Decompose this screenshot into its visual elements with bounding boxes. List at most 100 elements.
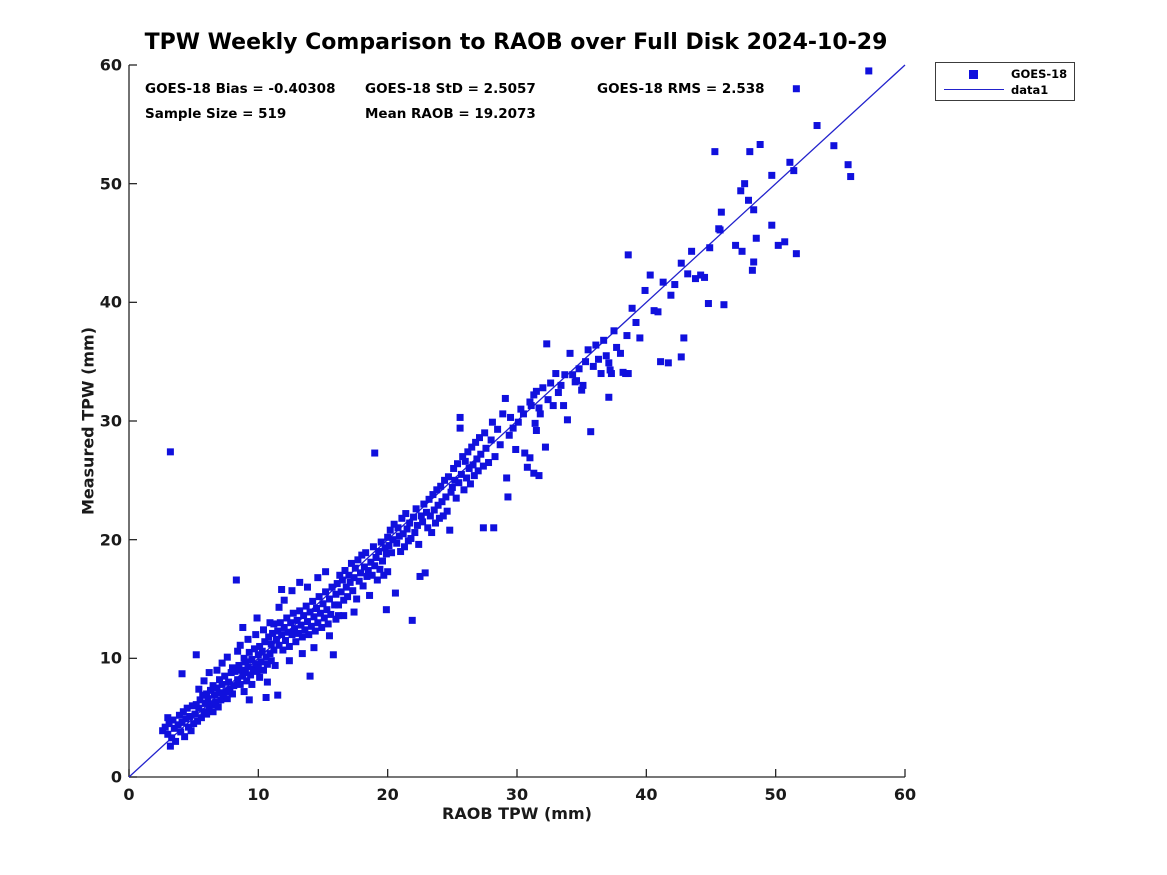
scatter-point (505, 431, 513, 439)
scatter-point (557, 381, 565, 389)
scatter-point (355, 577, 363, 585)
scatter-point (399, 530, 407, 538)
scatter-point (442, 493, 450, 501)
scatter-point (437, 482, 445, 490)
scatter-point (362, 549, 370, 557)
x-axis-label: RAOB TPW (mm) (442, 804, 592, 823)
y-tick-label: 40 (99, 292, 122, 312)
scatter-point (240, 688, 248, 696)
scatter-point (504, 493, 512, 501)
scatter-point (531, 419, 539, 427)
scatter-point (318, 623, 326, 631)
scatter-point (519, 410, 527, 418)
scatter-point (270, 620, 278, 628)
scatter-point (347, 559, 355, 567)
scatter-point (188, 702, 196, 710)
scatter-point (205, 704, 213, 712)
scatter-point (328, 583, 336, 591)
scatter-point (412, 505, 420, 513)
x-tick-label: 40 (635, 785, 658, 804)
scatter-point (228, 664, 236, 672)
scatter-point (262, 693, 270, 701)
scatter-point (704, 300, 712, 308)
scatter-point (358, 551, 366, 559)
scatter-point (166, 742, 174, 750)
scatter-point (269, 629, 277, 637)
scatter-point (349, 587, 357, 595)
scatter-point (337, 588, 345, 596)
scatter-point (243, 677, 251, 685)
scatter-point (346, 578, 354, 586)
y-tick-label: 10 (99, 648, 122, 668)
scatter-point (371, 562, 379, 570)
scatter-point (560, 402, 568, 410)
scatter-point (244, 663, 252, 671)
scatter-point (266, 619, 274, 627)
scatter-point (419, 518, 427, 526)
scatter-point (218, 680, 226, 688)
scatter-point (350, 574, 358, 582)
stat-mean-raob: Mean RAOB = 19.2073 (365, 106, 536, 122)
scatter-point (196, 696, 204, 704)
scatter-point (422, 508, 430, 516)
scatter-point (182, 715, 190, 723)
scatter-point (168, 734, 176, 742)
scatter-point (432, 519, 440, 527)
scatter-point (252, 631, 260, 639)
scatter-point (477, 450, 485, 458)
scatter-point (717, 208, 725, 216)
scatter-point (446, 526, 454, 534)
scatter-point (208, 701, 216, 709)
scatter-point (605, 393, 613, 401)
scatter-point (382, 606, 390, 614)
scatter-point (865, 67, 873, 75)
scatter-point (509, 424, 517, 432)
scatter-point (306, 608, 314, 616)
scatter-point (610, 327, 618, 335)
scatter-point (335, 601, 343, 609)
scatter-point (732, 241, 740, 249)
scatter-point (646, 271, 654, 279)
scatter-point (597, 370, 605, 378)
scatter-point (236, 680, 244, 688)
scatter-point (261, 638, 269, 646)
scatter-point (532, 426, 540, 434)
scatter-point (340, 612, 348, 620)
scatter-point (706, 244, 714, 252)
scatter-point (494, 425, 502, 433)
scatter-point (407, 534, 415, 542)
scatter-point (386, 526, 394, 534)
scatter-point (605, 359, 613, 367)
scatter-point (572, 377, 580, 385)
scatter-point (357, 569, 365, 577)
scatter-point (411, 529, 419, 537)
scatter-point (750, 258, 758, 266)
scatter-point (368, 571, 376, 579)
scatter-point (253, 614, 261, 622)
scatter-point (385, 542, 393, 550)
scatter-point (382, 550, 390, 558)
scatter-point (594, 355, 602, 363)
scatter-point (628, 304, 636, 312)
scatter-point (554, 389, 562, 397)
scatter-point (549, 402, 557, 410)
scatter-point (657, 358, 665, 366)
scatter-point (600, 336, 608, 344)
scatter-point (397, 548, 405, 556)
scatter-point (490, 524, 498, 532)
scatter-point (335, 612, 343, 620)
scatter-point (245, 696, 253, 704)
scatter-point (587, 428, 595, 436)
scatter-point (175, 711, 183, 719)
scatter-point (258, 647, 266, 655)
scatter-point (563, 416, 571, 424)
scatter-point (416, 572, 424, 580)
scatter-point (541, 443, 549, 451)
scatter-point (443, 507, 451, 515)
scatter-point (307, 622, 315, 630)
scatter-point (507, 413, 515, 421)
scatter-point (623, 332, 631, 340)
x-tick-label: 20 (376, 785, 399, 804)
scatter-point (367, 558, 375, 566)
scatter-point (671, 281, 679, 289)
